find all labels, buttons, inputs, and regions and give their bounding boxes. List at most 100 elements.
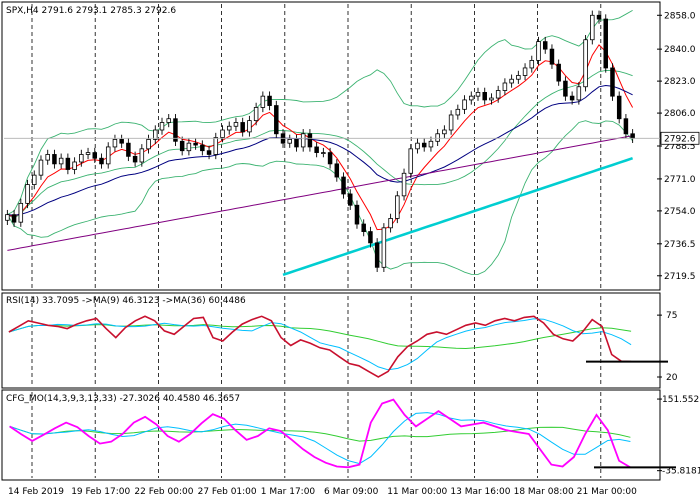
candle-body [32,174,37,185]
candle-body [139,148,145,163]
rsi-ma-slow-line [8,324,632,350]
candle-body [495,90,501,99]
rsi-line [8,315,632,378]
candle-body [274,105,279,135]
x-axis-label: 13 Mar 16:00 [450,487,510,497]
candle-body [200,144,205,152]
main-overlays [7,10,634,277]
candle-body [610,67,615,97]
candle-body [368,231,373,244]
candle-body [421,142,427,148]
candle-body [415,142,420,150]
candle-body [159,122,165,131]
current-price-label: 2792.6 [664,134,696,144]
price-tick-label: 2736.5 [664,240,696,250]
main-header: SPX,H4 2791.6 2793.1 2785.3 2792.6 [6,6,176,16]
candle-body [408,148,414,174]
candle-body [321,152,326,154]
candle-body [119,139,124,144]
candle-body [374,242,380,268]
candle-body [475,91,481,97]
candle-body [18,202,24,223]
price-tick-label: 2754.0 [664,207,696,217]
candle-body [260,95,266,108]
rsi-ma-fast-line [8,318,632,371]
candle-body [348,193,353,206]
price-tick-label: 2788.5 [664,142,696,152]
ma-purple-line [7,135,633,251]
candle-body [428,140,434,148]
x-axis-label: 1 Mar 17:00 [261,487,316,497]
candle-body [563,80,568,97]
candle-body [287,139,292,144]
price-tick-label: 2823.0 [664,77,696,87]
x-axis-label: 14 Feb 2019 [8,487,64,497]
candle-body [52,154,57,165]
candle-body [105,146,111,165]
candle-body [542,41,548,50]
candle-body [79,154,84,163]
cfg-header: CFG_MO(14,3,9,3,13,33) -27.3026 40.4580 … [6,394,240,404]
rsi-lines [8,315,668,378]
candle-body [482,91,487,101]
candle-body [240,122,245,133]
candle-body [549,48,555,65]
candle-body [401,172,407,197]
candle-body [327,152,333,165]
candle-body [603,18,608,69]
ma-navy-line [7,84,633,216]
x-axis-label: 22 Feb 00:00 [134,487,193,497]
candle-body [179,140,185,152]
candle-body [38,159,44,176]
candle-body [226,125,232,131]
cfg-tick-label: 151.5521 [662,395,700,405]
cfg-lines [9,398,676,469]
candle-body [388,218,393,229]
candle-body [92,152,98,159]
candle-body [455,108,461,116]
candle-body [193,142,198,146]
candle-body [448,114,454,131]
candle-body [85,152,91,155]
candle-body [529,60,535,69]
candle-body [267,95,272,106]
price-tick-label: 2771.0 [664,175,696,185]
candle-body [112,139,118,148]
candle-body [334,163,340,178]
rsi-tick-label: 75 [666,311,677,321]
price-tick-label: 2806.0 [664,109,696,119]
cfg-tick-label: -35.8181 [662,467,700,477]
candle-body [435,133,440,142]
candle-body [307,133,313,148]
candle-body [146,139,151,150]
current-price-box [660,131,700,145]
candle-body [294,139,299,148]
candle-body [300,133,306,148]
candle-body [233,122,239,127]
x-axis-label: 18 Mar 08:00 [514,487,574,497]
candle-body [65,157,71,170]
candle-body [462,99,467,110]
x-axis-label: 19 Feb 17:00 [71,487,130,497]
candle-body [442,129,447,135]
candle-body [361,223,366,232]
x-axis-label: 11 Mar 00:00 [387,487,447,497]
x-axis-label: 21 Mar 00:00 [577,487,637,497]
candle-body [354,204,360,225]
price-tick-label: 2840.0 [664,45,696,55]
candle-body [166,118,171,123]
bollinger-middle-line [7,69,633,219]
cfg-pane [1,389,661,481]
candle-body [556,63,561,82]
candle-body [45,154,50,161]
candle-body [126,142,131,157]
x-axis-label: 27 Feb 01:00 [198,487,257,497]
candle-body [381,227,387,268]
rsi-header: RSI(14) 33.7095 ->MA(9) 46.3123 ->MA(36)… [6,296,246,306]
price-tick-label: 2858.0 [664,11,696,21]
candle-body [469,95,474,101]
candle-body [489,97,494,101]
candle-body [509,78,514,84]
